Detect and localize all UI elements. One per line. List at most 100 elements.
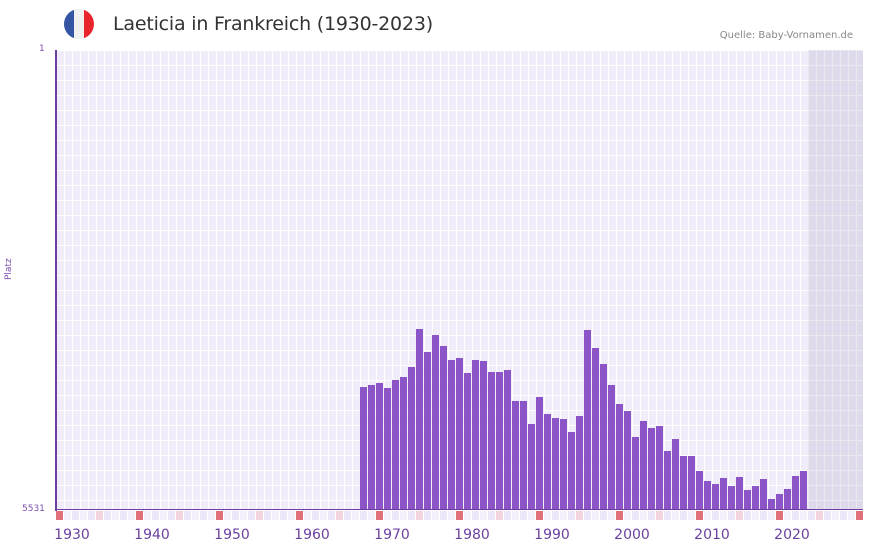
grid-line-vertical xyxy=(808,50,809,510)
year-marker xyxy=(304,511,311,520)
bar-1998[interactable] xyxy=(616,404,623,510)
bar-2016[interactable] xyxy=(760,479,767,510)
year-marker xyxy=(824,511,831,520)
grid-line-horizontal xyxy=(56,290,863,291)
grid-line-horizontal xyxy=(56,215,863,216)
year-marker xyxy=(392,511,399,520)
bar-1982[interactable] xyxy=(488,372,495,510)
bar-1979[interactable] xyxy=(464,373,471,510)
grid-line-vertical xyxy=(368,50,369,510)
bar-1987[interactable] xyxy=(528,424,535,510)
grid-line-horizontal xyxy=(56,275,863,276)
bar-2000[interactable] xyxy=(632,437,639,510)
grid-line-vertical xyxy=(488,50,489,510)
bar-1995[interactable] xyxy=(592,348,599,510)
bar-1970[interactable] xyxy=(392,380,399,510)
grid-line-vertical xyxy=(384,50,385,510)
bar-1974[interactable] xyxy=(424,352,431,510)
bar-1977[interactable] xyxy=(448,360,455,510)
bar-1978[interactable] xyxy=(456,358,463,510)
grid-line-vertical xyxy=(224,50,225,510)
bar-2006[interactable] xyxy=(680,456,687,510)
grid-line-vertical xyxy=(848,50,849,510)
bar-1966[interactable] xyxy=(360,387,367,510)
bar-1969[interactable] xyxy=(384,388,391,510)
grid-line-vertical xyxy=(616,50,617,510)
grid-line-vertical xyxy=(528,50,529,510)
year-marker xyxy=(560,511,567,520)
bar-2007[interactable] xyxy=(688,456,695,510)
grid-line-vertical xyxy=(560,50,561,510)
grid-line-vertical xyxy=(536,50,537,510)
grid-line-vertical xyxy=(728,50,729,510)
bar-2001[interactable] xyxy=(640,421,647,510)
bar-2020[interactable] xyxy=(792,476,799,510)
bar-2008[interactable] xyxy=(696,471,703,510)
bar-2013[interactable] xyxy=(736,477,743,510)
grid-line-horizontal xyxy=(56,125,863,126)
grid-line-vertical xyxy=(288,50,289,510)
bar-2005[interactable] xyxy=(672,439,679,510)
bar-1989[interactable] xyxy=(544,414,551,510)
bar-1971[interactable] xyxy=(400,377,407,510)
bar-1967[interactable] xyxy=(368,385,375,510)
bar-1997[interactable] xyxy=(608,385,615,510)
year-marker xyxy=(72,511,79,520)
bar-2012[interactable] xyxy=(728,485,735,510)
bar-2021[interactable] xyxy=(800,471,807,510)
bar-1984[interactable] xyxy=(504,370,511,510)
bar-1993[interactable] xyxy=(576,416,583,510)
grid-line-vertical xyxy=(480,50,481,510)
bar-1968[interactable] xyxy=(376,383,383,510)
bar-1983[interactable] xyxy=(496,372,503,510)
grid-line-vertical xyxy=(824,50,825,510)
grid-line-vertical xyxy=(664,50,665,510)
bar-1988[interactable] xyxy=(536,397,543,510)
bar-2019[interactable] xyxy=(784,488,791,510)
year-marker xyxy=(472,511,479,520)
grid-line-horizontal xyxy=(56,80,863,81)
bar-1999[interactable] xyxy=(624,411,631,510)
grid-line-vertical xyxy=(64,50,65,510)
bar-1986[interactable] xyxy=(520,401,527,510)
grid-line-vertical xyxy=(296,50,297,510)
year-marker xyxy=(256,511,263,520)
grid-line-vertical xyxy=(456,50,457,510)
grid-line-vertical xyxy=(784,50,785,510)
bar-2014[interactable] xyxy=(744,489,751,510)
x-tick-label: 1970 xyxy=(374,527,410,543)
bar-2011[interactable] xyxy=(720,478,727,510)
bar-1990[interactable] xyxy=(552,418,559,510)
bar-1992[interactable] xyxy=(568,432,575,510)
grid-line-vertical xyxy=(840,50,841,510)
grid-line-vertical xyxy=(672,50,673,510)
bar-1996[interactable] xyxy=(600,364,607,510)
grid-line-vertical xyxy=(576,50,577,510)
grid-line-vertical xyxy=(440,50,441,510)
bar-2003[interactable] xyxy=(656,426,663,510)
year-marker xyxy=(768,511,775,520)
bar-1980[interactable] xyxy=(472,360,479,510)
bar-2010[interactable] xyxy=(712,483,719,510)
bar-1972[interactable] xyxy=(408,367,415,510)
bar-2009[interactable] xyxy=(704,481,711,510)
bar-1985[interactable] xyxy=(512,401,519,510)
bar-2018[interactable] xyxy=(776,493,783,510)
bar-2017[interactable] xyxy=(768,498,775,510)
year-marker xyxy=(632,511,639,520)
year-marker xyxy=(536,511,543,520)
grid-line-vertical xyxy=(640,50,641,510)
bar-1994[interactable] xyxy=(584,330,591,510)
bar-1991[interactable] xyxy=(560,419,567,510)
grid-line-vertical xyxy=(648,50,649,510)
bar-2004[interactable] xyxy=(664,451,671,510)
bar-1973[interactable] xyxy=(416,329,423,510)
bar-1981[interactable] xyxy=(480,361,487,510)
bar-2002[interactable] xyxy=(648,428,655,510)
bar-2015[interactable] xyxy=(752,485,759,510)
bar-1976[interactable] xyxy=(440,346,447,510)
year-marker xyxy=(712,511,719,520)
grid-line-vertical xyxy=(96,50,97,510)
grid-line-horizontal xyxy=(56,200,863,201)
bar-1975[interactable] xyxy=(432,335,439,510)
